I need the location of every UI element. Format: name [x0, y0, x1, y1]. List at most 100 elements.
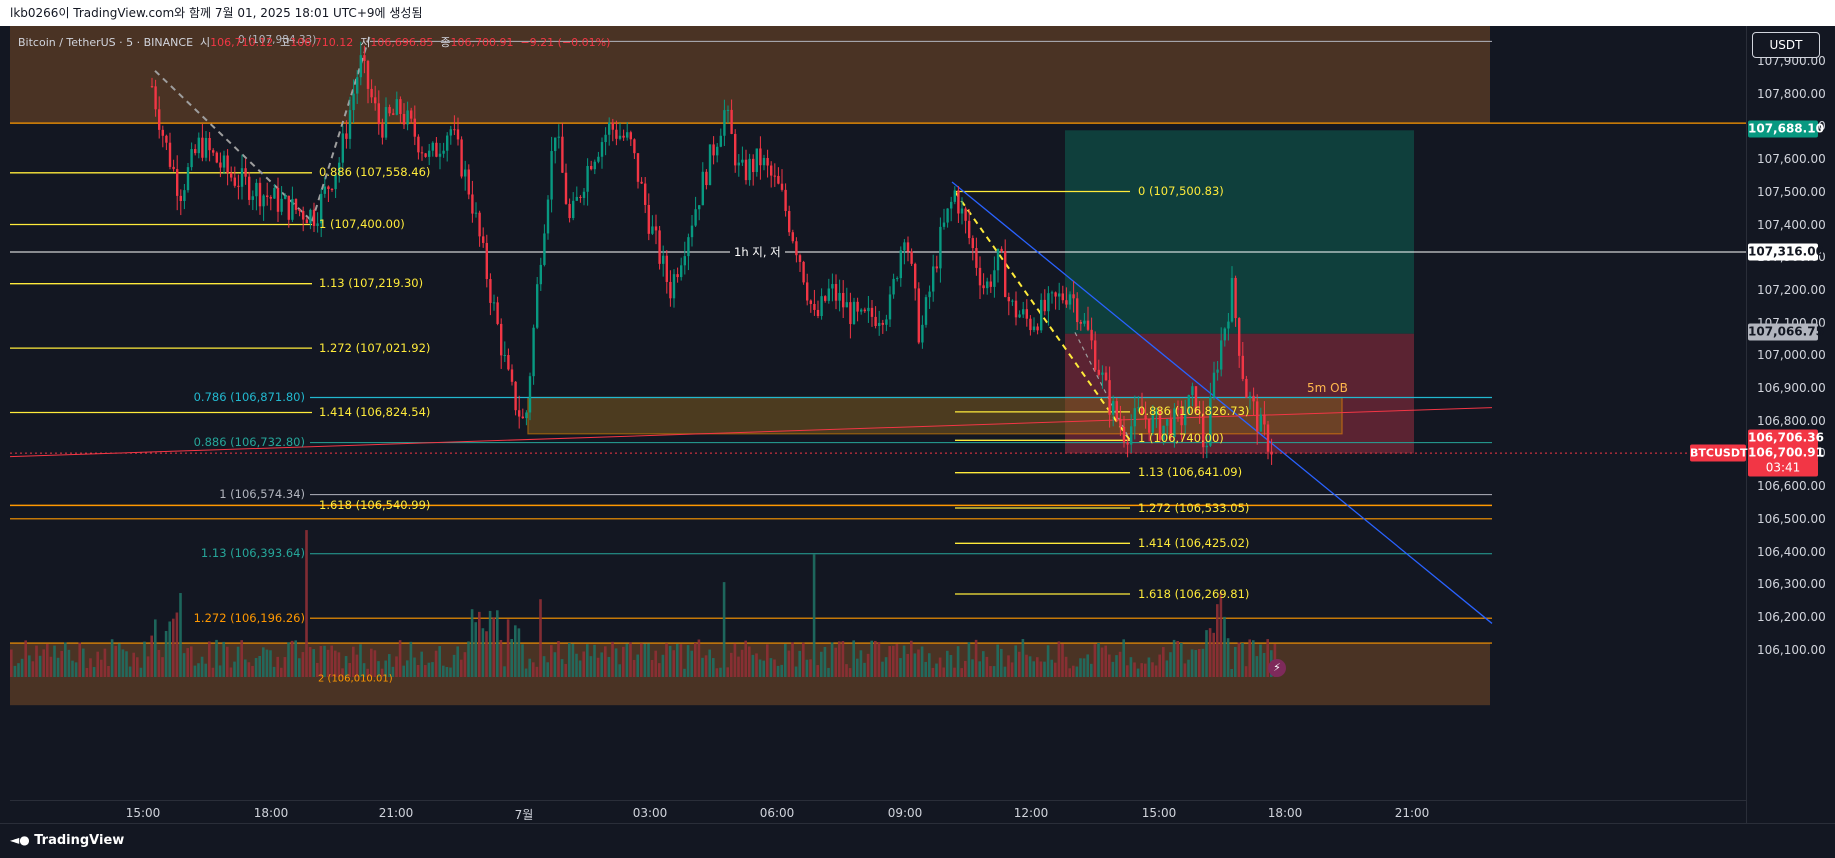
chart-area[interactable]	[10, 26, 1835, 823]
volume-bar	[1108, 654, 1111, 677]
volume-bar	[636, 654, 639, 677]
candle-body	[888, 294, 892, 320]
volume-bar	[816, 665, 819, 677]
volume-bar	[604, 646, 607, 677]
volume-bar	[352, 646, 355, 677]
volume-bar	[751, 654, 755, 677]
candle-body	[1173, 408, 1176, 438]
volume-bar	[240, 640, 243, 677]
candle-body	[1230, 277, 1234, 322]
volume-bar	[1248, 639, 1251, 677]
candle-body	[543, 233, 546, 265]
candle-body	[662, 255, 665, 264]
supply-zone	[10, 26, 1490, 124]
volume-bar	[568, 642, 571, 677]
volume-bar	[272, 666, 276, 677]
order-block-zone	[527, 396, 1343, 435]
volume-bar	[1082, 658, 1086, 677]
candle-body	[777, 175, 780, 184]
volume-bar	[330, 645, 333, 677]
candle-body	[194, 149, 197, 154]
candle-body	[237, 185, 240, 187]
volume-bar	[128, 666, 132, 677]
candle-body	[813, 303, 816, 310]
candle-body	[1004, 251, 1007, 297]
candle-body	[834, 284, 838, 301]
volume-bar	[114, 645, 117, 677]
volume-bar	[733, 643, 737, 677]
candle-body	[820, 296, 823, 317]
candle-body	[593, 161, 596, 170]
price-tick: 106,100.00	[1757, 642, 1826, 657]
volume-bar	[787, 650, 791, 677]
volume-bar	[654, 650, 657, 677]
candle-body	[496, 302, 499, 324]
candle-body	[712, 144, 715, 156]
candle-body	[1252, 395, 1255, 402]
candle-body	[708, 144, 712, 186]
candle-body	[752, 158, 755, 173]
volume-bar	[928, 653, 931, 677]
volume-bar	[359, 644, 362, 677]
volume-bar	[146, 656, 150, 677]
candle-body	[816, 309, 820, 317]
currency-button[interactable]: USDT	[1752, 32, 1820, 58]
candle-body	[309, 209, 312, 224]
candle-body	[719, 135, 722, 147]
candle-body	[723, 110, 726, 136]
candle-body	[910, 251, 913, 264]
candle-body	[453, 129, 456, 131]
volume-bar	[730, 652, 733, 677]
volume-bar	[931, 667, 935, 677]
candle-body	[1270, 451, 1273, 455]
volume-bar	[377, 661, 380, 677]
candle-body	[1022, 309, 1025, 315]
volume-bar	[650, 659, 654, 677]
price-chart[interactable]	[10, 26, 1835, 823]
volume-bar	[431, 662, 434, 677]
candle-body	[305, 219, 308, 224]
volume-bar	[233, 661, 236, 677]
candle-body	[928, 291, 931, 298]
candle-body	[518, 410, 521, 417]
volume-bar	[517, 628, 521, 677]
volume-bar	[586, 644, 589, 677]
candle-body	[824, 296, 827, 301]
price-axis[interactable]	[1746, 26, 1835, 823]
volume-bar	[989, 666, 992, 677]
candle-body	[554, 137, 557, 152]
volume-bar	[1046, 645, 1050, 677]
volume-bar	[1118, 651, 1122, 677]
candle-body	[856, 301, 859, 312]
candle-body	[1000, 248, 1003, 252]
candle-body	[590, 165, 593, 170]
volume-bar	[280, 667, 283, 677]
volume-bar	[978, 661, 981, 677]
candle-body	[1155, 411, 1158, 415]
time-tick: 12:00	[1013, 806, 1049, 820]
symbol-name: Bitcoin / TetherUS · 5 · BINANCE	[18, 36, 194, 49]
volume-bar	[1032, 661, 1035, 677]
volume-bar	[103, 648, 107, 677]
trend-line-red[interactable]	[10, 407, 1493, 458]
time-axis[interactable]	[10, 800, 1746, 822]
volume-bar	[532, 662, 535, 677]
volume-bar	[42, 649, 45, 677]
candle-body	[255, 182, 258, 197]
candle-body	[636, 153, 640, 182]
volume-bar	[712, 658, 715, 677]
candle-body	[284, 195, 287, 199]
volume-bar	[582, 651, 585, 677]
symbol-tag: BTCUSDT	[1690, 444, 1748, 462]
volume-bar	[643, 643, 647, 677]
candle-body	[1047, 293, 1050, 312]
volume-bar	[1262, 653, 1266, 677]
alert-icon[interactable]: ⚡	[1268, 659, 1286, 677]
volume-bar	[910, 640, 913, 677]
trend-line[interactable]	[951, 181, 1493, 624]
volume-bar	[1187, 659, 1190, 677]
candle-body	[611, 122, 614, 130]
volume-bar	[1219, 592, 1223, 677]
candle-body	[525, 412, 528, 419]
volume-bar	[150, 635, 153, 677]
